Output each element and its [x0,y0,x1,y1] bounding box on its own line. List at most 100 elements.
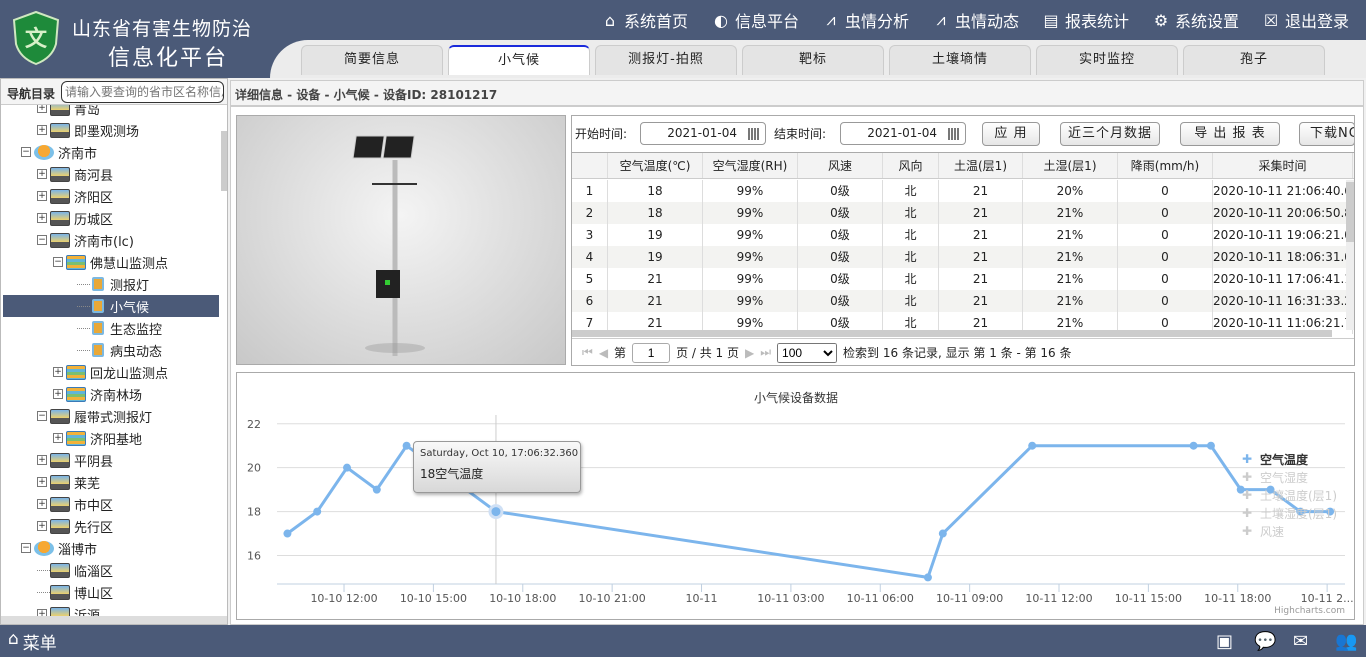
data-grid: 空气温度(℃) 空气湿度(RH) 风速 风向 土温(层1) 土湿(层1) 降雨(mm/h) 采… [572,152,1354,334]
line-chart-icon: ⩘ [936,10,946,29]
tree-item[interactable]: 病虫动态 [1,339,162,361]
topnav-document[interactable]: ▤ 报表统计 [1041,8,1129,32]
tree-item[interactable]: + 回龙山监测点 [1,361,168,383]
tree-item[interactable]: 生态监控 [1,317,162,339]
end-date-input[interactable]: 2021-01-04 [840,122,966,145]
cell: 21% [1023,224,1118,246]
collapse-icon[interactable]: − [21,543,31,553]
cell: 2020-10-11 19:06:21.0 [1213,224,1353,246]
nav-scrollbar[interactable] [221,131,227,191]
collapse-icon[interactable]: − [37,235,47,245]
apply-button[interactable]: 应 用 [982,122,1040,146]
tab-1[interactable]: 小气候 [448,45,590,75]
tab-2[interactable]: 测报灯-拍照 [595,45,737,75]
first-page-icon[interactable]: ⏮ [582,345,593,359]
tree-item[interactable]: 临淄区 [1,559,113,581]
topnav-globe[interactable]: ◐ 信息平台 [711,8,799,32]
nav-header: 导航目录 [1,79,227,105]
tree-item[interactable]: − 济南市 [1,141,97,163]
tree-item[interactable]: − 履带式测报灯 [1,405,152,427]
collapse-icon[interactable]: − [21,147,31,157]
tree-item[interactable]: + 青岛 [1,105,100,119]
expand-icon[interactable]: + [37,105,47,113]
start-date-input[interactable]: 2021-01-04 [640,122,766,145]
expand-icon[interactable]: + [53,367,63,377]
cell: 风速 [798,153,883,178]
tree-item[interactable]: + 沂源 [1,603,100,616]
expand-icon[interactable]: + [37,521,47,531]
expand-icon[interactable]: + [37,169,47,179]
tree-item[interactable]: + 商河县 [1,163,113,185]
tree-item[interactable]: + 先行区 [1,515,113,537]
tree-item[interactable]: − 佛慧山监测点 [1,251,168,273]
mail-icon[interactable]: ✉ [1293,631,1309,652]
expand-icon[interactable]: + [37,191,47,201]
expand-icon[interactable]: + [37,499,47,509]
cell: 2 [572,202,608,224]
topnav-line-chart[interactable]: ⩘ 虫情动态 [931,8,1019,32]
topnav-close-box[interactable]: ☒ 退出登录 [1261,8,1349,32]
last-page-icon[interactable]: ⏭ [760,345,772,359]
topnav-line-chart[interactable]: ⩘ 虫情分析 [821,8,909,32]
expand-icon[interactable]: + [53,389,63,399]
collapse-icon[interactable]: − [53,257,63,267]
calendar-icon[interactable] [748,128,760,140]
tree-item[interactable]: 博山区 [1,581,113,603]
tree-item[interactable]: + 市中区 [1,493,113,515]
expand-icon[interactable]: + [53,433,63,443]
expand-icon[interactable]: + [37,477,47,487]
city-icon [34,540,54,556]
nav-horizontal-scrollbar[interactable] [1,616,227,624]
tab-3[interactable]: 靶标 [742,45,884,75]
cell: 0 [1118,290,1213,312]
legend-symbol: ✚ [1242,452,1252,466]
contact-card-icon[interactable]: ▣ [1216,631,1234,652]
tree-item-label: 临淄区 [74,564,114,580]
highcharts-credit: Highcharts.com [1274,606,1345,616]
calendar-icon[interactable] [948,128,960,140]
start-time-label: 开始时间: [575,127,628,141]
tree-item[interactable]: + 济南林场 [1,383,142,405]
cell: 6 [572,290,608,312]
line-chart-icon: ⩘ [826,10,836,29]
x-tick-label: 10-11 [686,592,718,605]
grid-horizontal-scrollbar[interactable] [572,330,1332,337]
grid-scrollbar[interactable] [1346,180,1354,330]
tree-item[interactable]: 测报灯 [1,273,149,295]
expand-icon[interactable]: + [37,125,47,135]
page-input[interactable] [632,342,671,363]
expand-icon[interactable]: + [37,609,47,616]
tree-item[interactable]: + 济阳区 [1,185,113,207]
tree-item[interactable]: − 淄博市 [1,537,97,559]
prev-page-icon[interactable]: ◀ [598,345,609,360]
tree-item[interactable]: + 平阴县 [1,449,113,471]
tree-item[interactable]: + 济阳基地 [1,427,142,449]
tree-item[interactable]: − 济南市(lc) [1,229,134,251]
users-icon[interactable]: 👥 [1335,631,1358,652]
cell: 北 [883,224,939,246]
topnav-gear[interactable]: ⚙ 系统设置 [1151,8,1239,32]
tab-0[interactable]: 简要信息 [301,45,443,75]
tab-6[interactable]: 孢子 [1183,45,1325,75]
tree-item[interactable]: + 即墨观测场 [1,119,139,141]
recent-three-months-button[interactable]: 近三个月数据 [1060,122,1160,146]
tab-5[interactable]: 实时监控 [1036,45,1178,75]
expand-icon[interactable]: + [37,455,47,465]
menu-button[interactable]: ⌂ 菜单 [8,629,57,654]
topnav-label: 系统首页 [624,12,689,31]
download-button[interactable]: 下载NC [1299,122,1354,146]
chat-icon[interactable]: 💬 [1254,631,1277,652]
tree-item[interactable]: 小气候 [3,295,219,317]
tree-item[interactable]: + 莱芜 [1,471,100,493]
nav-search-input[interactable] [61,81,224,103]
expand-icon[interactable]: + [37,213,47,223]
next-page-icon[interactable]: ▶ [745,345,755,360]
data-point [1236,485,1245,494]
page-size-select[interactable]: 100 [777,342,838,363]
tab-4[interactable]: 土壤墒情 [889,45,1031,75]
topnav-home[interactable]: ⌂ 系统首页 [600,8,688,32]
collapse-icon[interactable]: − [37,411,47,421]
export-report-button[interactable]: 导 出 报 表 [1180,122,1280,146]
tree-item[interactable]: + 历城区 [1,207,113,229]
monitor-icon [50,105,70,116]
